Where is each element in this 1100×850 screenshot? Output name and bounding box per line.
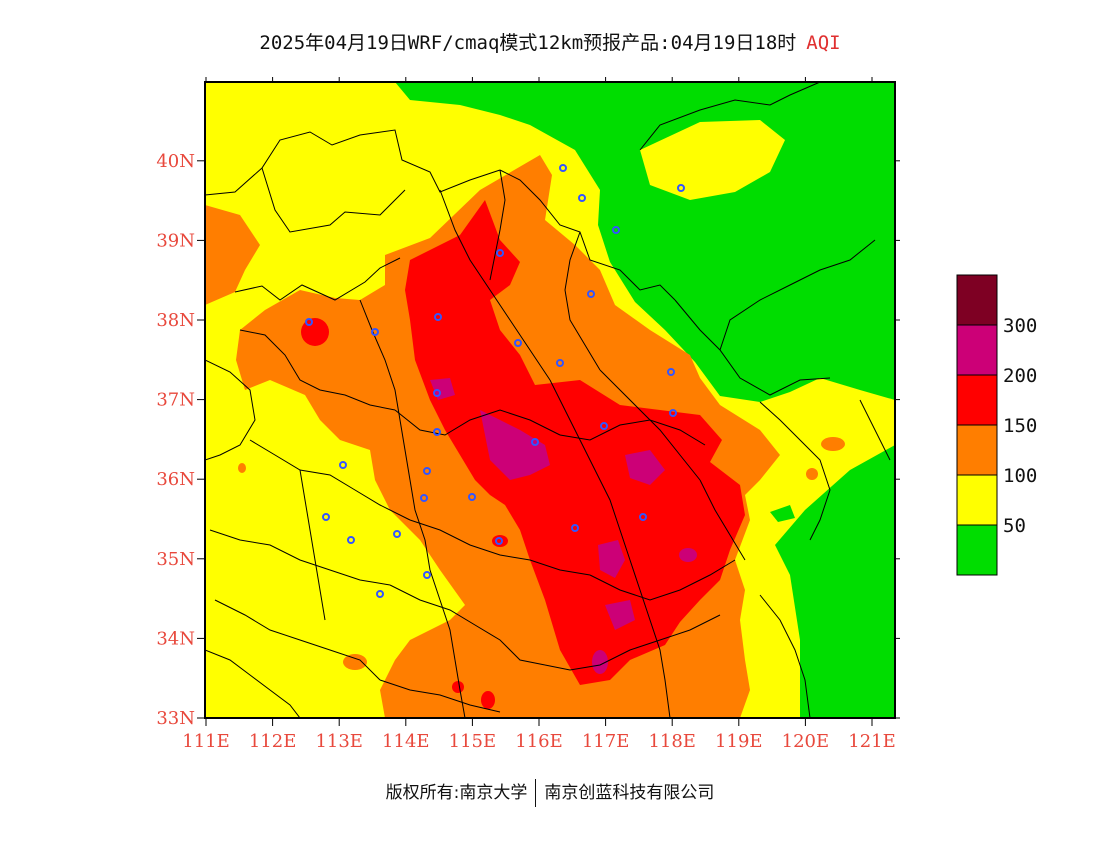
legend-swatch <box>956 474 998 526</box>
station-marker <box>347 536 355 544</box>
aqi-zone-good-coast <box>770 505 795 522</box>
legend-swatch <box>956 374 998 426</box>
aqi-zone-very-unhealthy-5 <box>430 378 455 400</box>
station-marker <box>556 359 564 367</box>
aqi-zone-unhealthy <box>405 200 745 685</box>
copyright-footer: 版权所有:南京大学 南京创蓝科技有限公司 <box>0 778 1100 807</box>
station-marker <box>376 590 384 598</box>
longitude-axis: 111E 112E 113E 114E 115E 116E 117E 118E 119E 120E… <box>182 77 896 752</box>
lon-tick-label: 111E <box>182 731 230 752</box>
title-main: 2025年04月19日WRF/cmaq模式12km预报产品:04月19日18时 <box>259 32 797 54</box>
aqi-zone-moderate-pocket <box>640 120 785 200</box>
station-marker <box>371 328 379 336</box>
aqi-speck-orange-4 <box>806 468 818 480</box>
station-marker <box>600 422 608 430</box>
aqi-speck-orange-1 <box>821 437 845 451</box>
station-marker <box>433 389 441 397</box>
station-marker <box>667 368 675 376</box>
lat-tick-label: 37N <box>156 390 195 411</box>
lon-tick-label: 116E <box>515 731 563 752</box>
station-marker <box>322 513 330 521</box>
lon-tick-label: 119E <box>715 731 763 752</box>
footer-company: 南京创蓝科技有限公司 <box>544 783 715 803</box>
station-marker <box>495 537 503 545</box>
lon-tick-label: 115E <box>449 731 497 752</box>
station-marker <box>531 438 539 446</box>
legend-label: 50 <box>1003 515 1026 537</box>
lat-tick-label: 40N <box>156 151 195 172</box>
lat-tick-label: 35N <box>156 549 195 570</box>
aqi-zone-very-unhealthy-3 <box>598 540 625 578</box>
station-marker <box>423 467 431 475</box>
station-marker <box>559 164 567 172</box>
station-marker <box>612 226 620 234</box>
legend-label: 200 <box>1003 365 1037 387</box>
aqi-zone-very-unhealthy-2 <box>625 450 665 485</box>
admin-boundaries <box>205 82 891 718</box>
station-markers <box>305 164 685 598</box>
legend-swatch <box>956 524 998 576</box>
lon-tick-label: 120E <box>782 731 830 752</box>
aqi-zone-very-unhealthy-6 <box>592 650 608 674</box>
title-variable: AQI <box>806 32 841 54</box>
footer-copyright: 版权所有:南京大学 <box>385 783 528 803</box>
station-marker <box>587 290 595 298</box>
legend-label: 300 <box>1003 315 1037 337</box>
aqi-zone-very-unhealthy-4 <box>605 600 635 630</box>
aqi-legend: 50 100 150 200 300 <box>956 274 1037 576</box>
legend-swatch <box>956 324 998 376</box>
station-marker <box>433 428 441 436</box>
lat-tick-label: 36N <box>156 469 195 490</box>
map-title: 2025年04月19日WRF/cmaq模式12km预报产品:04月19日18时 A… <box>0 28 1100 55</box>
aqi-zone-usg-west <box>205 205 260 305</box>
latitude-axis: 33N 34N 35N 36N 37N 38N 39N 40N <box>156 151 900 729</box>
aqi-zone-usg-south <box>640 680 730 718</box>
aqi-speck-orange-3 <box>238 463 246 473</box>
station-marker <box>468 493 476 501</box>
aqi-zone-very-unhealthy-7 <box>679 548 697 562</box>
legend-swatch <box>956 274 998 326</box>
aqi-zone-very-unhealthy-1 <box>480 410 550 480</box>
aqi-speck-red-2 <box>492 535 508 547</box>
legend-label: 100 <box>1003 465 1037 487</box>
station-marker <box>514 339 522 347</box>
lat-tick-label: 39N <box>156 230 195 251</box>
station-marker <box>578 194 586 202</box>
lon-tick-label: 114E <box>382 731 430 752</box>
lon-tick-label: 121E <box>848 731 896 752</box>
station-marker <box>339 461 347 469</box>
aqi-zone-good-southeast <box>775 445 895 718</box>
lat-tick-label: 34N <box>156 628 195 649</box>
station-marker <box>639 513 647 521</box>
station-marker <box>420 494 428 502</box>
station-marker <box>434 313 442 321</box>
station-marker <box>393 530 401 538</box>
lat-tick-label: 33N <box>156 708 195 729</box>
lon-tick-label: 118E <box>648 731 696 752</box>
lon-tick-label: 117E <box>582 731 630 752</box>
lat-tick-label: 38N <box>156 310 195 331</box>
lon-tick-label: 113E <box>315 731 363 752</box>
station-marker <box>677 184 685 192</box>
aqi-speck-red-3 <box>452 681 464 693</box>
aqi-field <box>205 82 895 718</box>
lon-tick-label: 112E <box>249 731 297 752</box>
station-marker <box>423 571 431 579</box>
footer-separator <box>535 779 537 807</box>
aqi-speck-orange-2 <box>343 654 367 670</box>
aqi-speck-red-4 <box>481 691 495 709</box>
station-marker <box>571 524 579 532</box>
station-marker <box>669 409 677 417</box>
station-marker <box>496 249 504 257</box>
legend-swatch <box>956 424 998 476</box>
legend-label: 150 <box>1003 415 1037 437</box>
station-marker <box>305 318 313 326</box>
